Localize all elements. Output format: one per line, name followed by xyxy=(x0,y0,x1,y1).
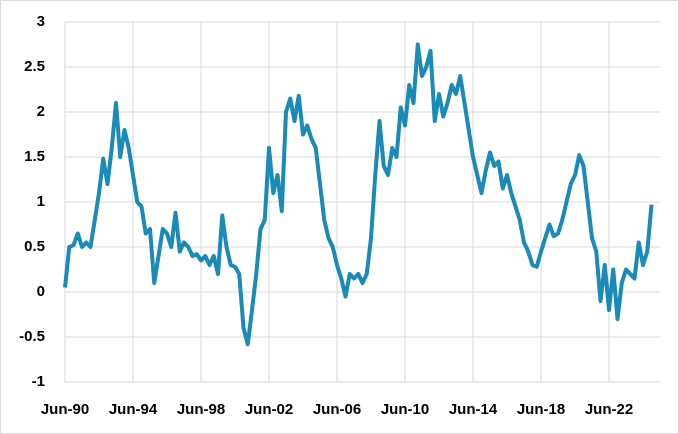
x-tick-label: Jun-06 xyxy=(313,401,361,418)
x-tick-label: Jun-18 xyxy=(517,401,565,418)
data-line xyxy=(63,42,654,347)
y-tick-label: 3 xyxy=(37,13,45,30)
y-tick-label: 0.5 xyxy=(24,238,45,255)
y-tick-label: 0 xyxy=(37,283,45,300)
x-tick-label: Jun-14 xyxy=(449,401,498,418)
x-tick-label: Jun-98 xyxy=(177,401,225,418)
y-tick-label: -0.5 xyxy=(19,328,45,345)
x-tick-label: Jun-10 xyxy=(381,401,429,418)
y-tick-label: 2 xyxy=(37,103,45,120)
x-tick-label: Jun-02 xyxy=(245,401,293,418)
y-tick-label: -1 xyxy=(32,373,45,390)
x-tick-label: Jun-94 xyxy=(109,401,158,418)
x-tick-label: Jun-22 xyxy=(585,401,633,418)
y-tick-label: 1.5 xyxy=(24,148,45,165)
y-tick-label: 1 xyxy=(37,193,45,210)
y-tick-label: 2.5 xyxy=(24,58,45,75)
x-tick-label: Jun-90 xyxy=(41,401,89,418)
